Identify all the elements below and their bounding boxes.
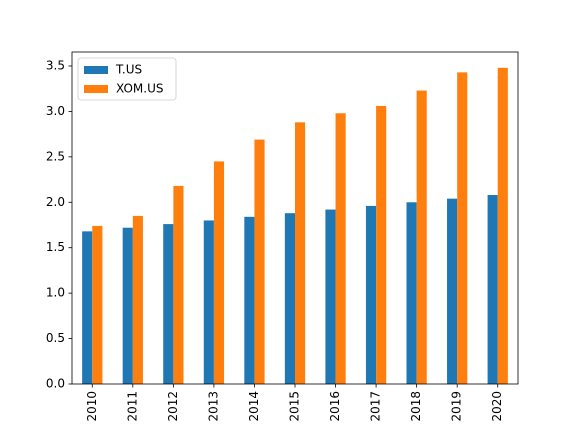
y-tick-label: 0.5 — [46, 331, 65, 345]
bar — [92, 225, 103, 384]
bar — [213, 161, 225, 384]
bar — [365, 205, 377, 384]
bar — [203, 220, 214, 384]
x-tick-label: 2010 — [85, 391, 99, 422]
x-tick-label: 2013 — [206, 391, 220, 422]
legend-label: XOM.US — [116, 82, 163, 96]
y-tick-label: 1.0 — [46, 286, 65, 300]
x-tick-label: 2014 — [247, 391, 261, 422]
x-tick-label: 2015 — [288, 391, 302, 422]
bar — [132, 215, 143, 384]
bar — [82, 231, 93, 384]
x-tick-label: 2012 — [166, 391, 180, 422]
bar — [487, 195, 498, 384]
legend-swatch — [84, 66, 108, 74]
bar — [447, 198, 458, 384]
x-tick-label: 2020 — [490, 391, 504, 422]
bar — [416, 90, 427, 384]
bar — [325, 209, 336, 384]
y-tick-label: 2.5 — [46, 149, 65, 163]
x-tick-label: 2019 — [450, 391, 464, 422]
bar — [497, 67, 508, 385]
bar — [244, 216, 255, 384]
x-tick-label: 2017 — [369, 391, 383, 422]
y-tick-label: 2.0 — [46, 195, 65, 209]
axes-frame — [71, 51, 519, 385]
legend-swatch — [84, 85, 108, 93]
bar — [335, 113, 346, 384]
x-tick-label: 2018 — [409, 391, 423, 422]
y-tick-label: 1.5 — [46, 240, 65, 254]
y-tick-label: 3.5 — [46, 58, 65, 72]
bar — [254, 139, 265, 384]
bar — [122, 227, 133, 384]
bar — [406, 202, 417, 384]
y-tick-label: 3.0 — [46, 104, 65, 118]
bar — [284, 213, 295, 384]
y-tick-label: 0.0 — [46, 377, 65, 391]
bar — [173, 185, 184, 384]
bar — [295, 122, 306, 384]
bar — [163, 224, 174, 384]
bar — [457, 72, 468, 385]
x-tick-label: 2011 — [125, 391, 139, 422]
x-tick-label: 2016 — [328, 391, 342, 422]
legend-label: T.US — [115, 63, 142, 77]
bar — [376, 105, 387, 384]
